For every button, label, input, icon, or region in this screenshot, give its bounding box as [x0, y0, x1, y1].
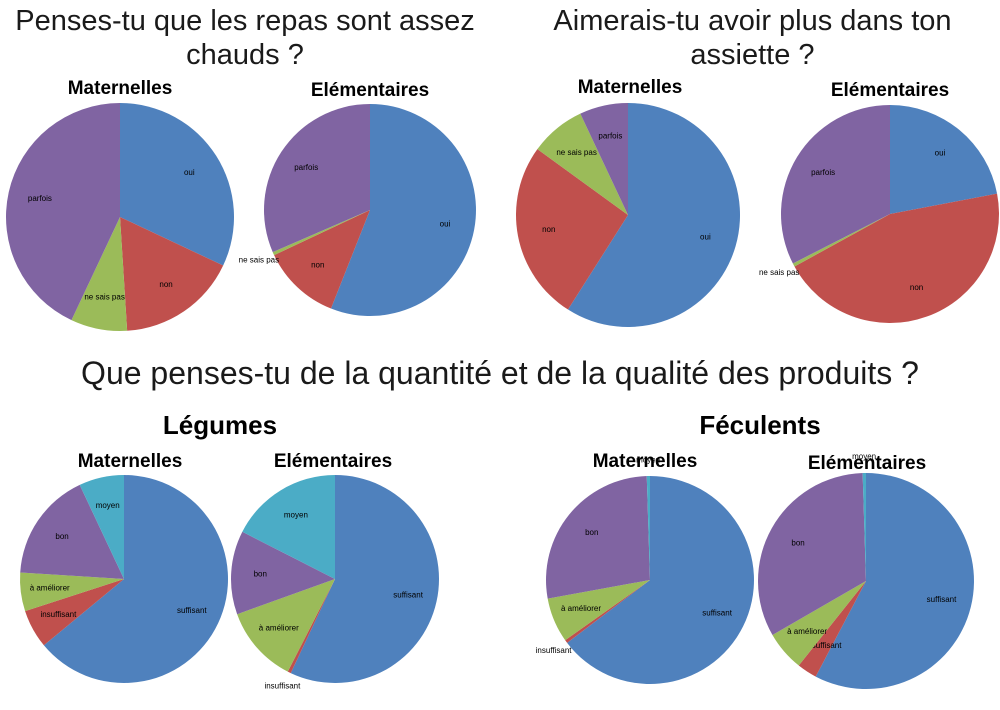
pie-3-slice-ne-sais-pas	[792, 214, 890, 267]
pie-0-label-oui: oui	[184, 168, 195, 177]
pie-1-slice-oui	[330, 104, 476, 316]
pie-1-label-parfois: parfois	[294, 163, 318, 172]
pie-5-label-suffisant: suffisant	[393, 590, 423, 599]
pie-0-label-non: non	[159, 280, 172, 289]
pie-4-slice-insuffisant	[25, 579, 125, 646]
pie-4-label-insuffisant: insuffisant	[40, 610, 77, 619]
pie-0-slice-oui	[120, 103, 235, 266]
pie-3-label-non: non	[910, 283, 923, 292]
pie-5-label-bon: bon	[254, 569, 267, 578]
pie-6-label-suffisant: suffisant	[702, 608, 732, 617]
pie-6-label-insuffisant: insuffisant	[536, 646, 573, 655]
pie-7-label-bon: bon	[791, 538, 804, 547]
pie-4-label-suffisant: suffisant	[177, 606, 207, 615]
pie-title-feculents-elementaires: Elémentaires	[807, 453, 927, 474]
pie-7-label-insuffisant: insuffisant	[806, 641, 843, 650]
pie-0-label-parfois: parfois	[28, 194, 52, 203]
title-q3: Que penses-tu de la quantité et de la qu…	[81, 355, 919, 391]
pie-5-slice-suffisant	[290, 475, 440, 683]
pie-7-label-a-ameliorer: à améliorer	[787, 627, 827, 636]
pie-4-label-moyen: moyen	[96, 501, 120, 510]
pie-1-slice-non	[274, 210, 370, 309]
pie-7-slice-moyen	[862, 472, 866, 581]
pie-5-label-moyen: moyen	[284, 510, 308, 519]
pie-4-label-a-ameliorer: à améliorer	[30, 584, 70, 593]
pie-2-label-oui: oui	[700, 233, 711, 242]
pie-4-slice-suffisant	[43, 474, 229, 683]
pie-7-slice-bon	[757, 473, 866, 635]
pie-7-slice-suffisant	[815, 473, 974, 689]
pie-3-label-parfois: parfois	[811, 168, 835, 177]
pie-2-slice-non	[516, 149, 628, 310]
pie-5-slice-moyen	[242, 475, 335, 579]
pie-title-chauds-elementaires: Elémentaires	[310, 80, 430, 101]
pie-6-slice-suffisant	[567, 476, 754, 685]
pie-title-legumes-elementaires: Elémentaires	[273, 451, 393, 472]
pie-2-label-ne-sais-pas: ne sais pas	[556, 148, 596, 157]
pie-title-assiette-elementaires: Elémentaires	[830, 80, 950, 101]
pie-6-label-a-ameliorer: à améliorer	[561, 604, 601, 613]
pie-1-slice-parfois	[264, 104, 370, 253]
pie-3-label-ne-sais-pas: ne sais pas	[759, 268, 799, 277]
pie-title-assiette-maternelles: Maternelles	[577, 77, 683, 98]
pie-2-slice-oui	[567, 103, 741, 327]
pie-5-slice-a-ameliorer	[237, 579, 335, 672]
pie-5-slice-insuffisant	[287, 579, 335, 674]
pie-5-label-a-ameliorer: à améliorer	[259, 624, 299, 633]
pie-title-chauds-maternelles: Maternelles	[67, 78, 173, 99]
title-feculents: Féculents	[699, 410, 821, 440]
title-legumes: Légumes	[162, 410, 278, 440]
pie-1-label-non: non	[311, 261, 324, 270]
title-q2: Aimerais-tu avoir plus dans ton assiette…	[553, 5, 952, 71]
title-q1: Penses-tu que les repas sont assez chaud…	[15, 5, 475, 71]
pie-4-label-bon: bon	[55, 532, 68, 541]
pie-0-slice-non	[120, 217, 224, 331]
pie-6-slice-insuffisant	[565, 580, 650, 643]
pie-7-label-suffisant: suffisant	[927, 595, 957, 604]
pie-6-slice-a-ameliorer	[547, 580, 650, 641]
pie-2-slice-parfois	[580, 103, 628, 215]
pie-0-label-ne-sais-pas: ne sais pas	[84, 293, 124, 302]
pie-6-slice-moyen	[646, 476, 650, 580]
pie-1-slice-ne-sais-pas	[272, 210, 370, 256]
pie-2-slice-ne-sais-pas	[537, 113, 628, 215]
pie-6-label-bon: bon	[585, 528, 598, 537]
pie-4-slice-bon	[20, 484, 124, 579]
pie-title-legumes-maternelles: Maternelles	[77, 451, 183, 472]
pie-7-slice-a-ameliorer	[772, 581, 866, 666]
pie-3-slice-non	[794, 193, 1000, 324]
pie-2-label-parfois: parfois	[598, 131, 622, 140]
pie-6-label-moyen: moyen	[636, 456, 660, 465]
pie-5-slice-bon	[231, 531, 335, 615]
pie-6-slice-bon	[546, 476, 650, 599]
pie-3-slice-parfois	[781, 105, 890, 264]
pie-3-label-oui: oui	[935, 149, 946, 158]
pie-4-slice-a-ameliorer	[20, 572, 125, 612]
pie-2-label-non: non	[542, 225, 555, 234]
pie-7-slice-insuffisant	[798, 581, 866, 677]
pie-3-slice-oui	[890, 105, 998, 214]
pie-5-label-insuffisant: insuffisant	[264, 682, 301, 691]
pie-7-label-moyen: moyen	[852, 452, 876, 461]
pie-1-label-oui: oui	[440, 219, 451, 228]
pie-0-slice-ne-sais-pas	[71, 217, 128, 332]
pie-1-label-ne-sais-pas: ne sais pas	[239, 255, 279, 264]
pie-0-slice-parfois	[5, 103, 120, 321]
pie-4-slice-moyen	[79, 475, 124, 579]
pie-title-feculents-maternelles: Maternelles	[592, 451, 698, 472]
